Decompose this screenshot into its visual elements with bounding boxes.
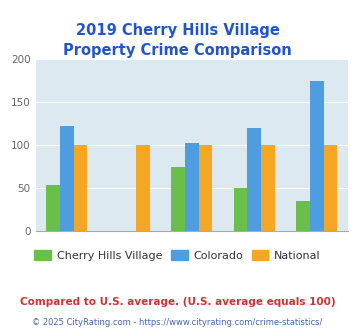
Bar <box>171 167 185 231</box>
Text: 2019 Cherry Hills Village
Property Crime Comparison: 2019 Cherry Hills Village Property Crime… <box>63 23 292 58</box>
Bar <box>247 128 261 231</box>
Bar <box>310 81 323 231</box>
Text: © 2025 CityRating.com - https://www.cityrating.com/crime-statistics/: © 2025 CityRating.com - https://www.city… <box>32 318 323 327</box>
Bar <box>323 145 337 231</box>
Bar <box>234 188 247 231</box>
Bar <box>73 145 87 231</box>
Bar <box>261 145 275 231</box>
Bar <box>60 126 73 231</box>
Bar <box>185 143 198 231</box>
Bar <box>296 201 310 231</box>
Bar <box>46 185 60 231</box>
Bar <box>198 145 212 231</box>
Bar <box>136 145 150 231</box>
Legend: Cherry Hills Village, Colorado, National: Cherry Hills Village, Colorado, National <box>30 246 325 265</box>
Text: Compared to U.S. average. (U.S. average equals 100): Compared to U.S. average. (U.S. average … <box>20 297 335 307</box>
